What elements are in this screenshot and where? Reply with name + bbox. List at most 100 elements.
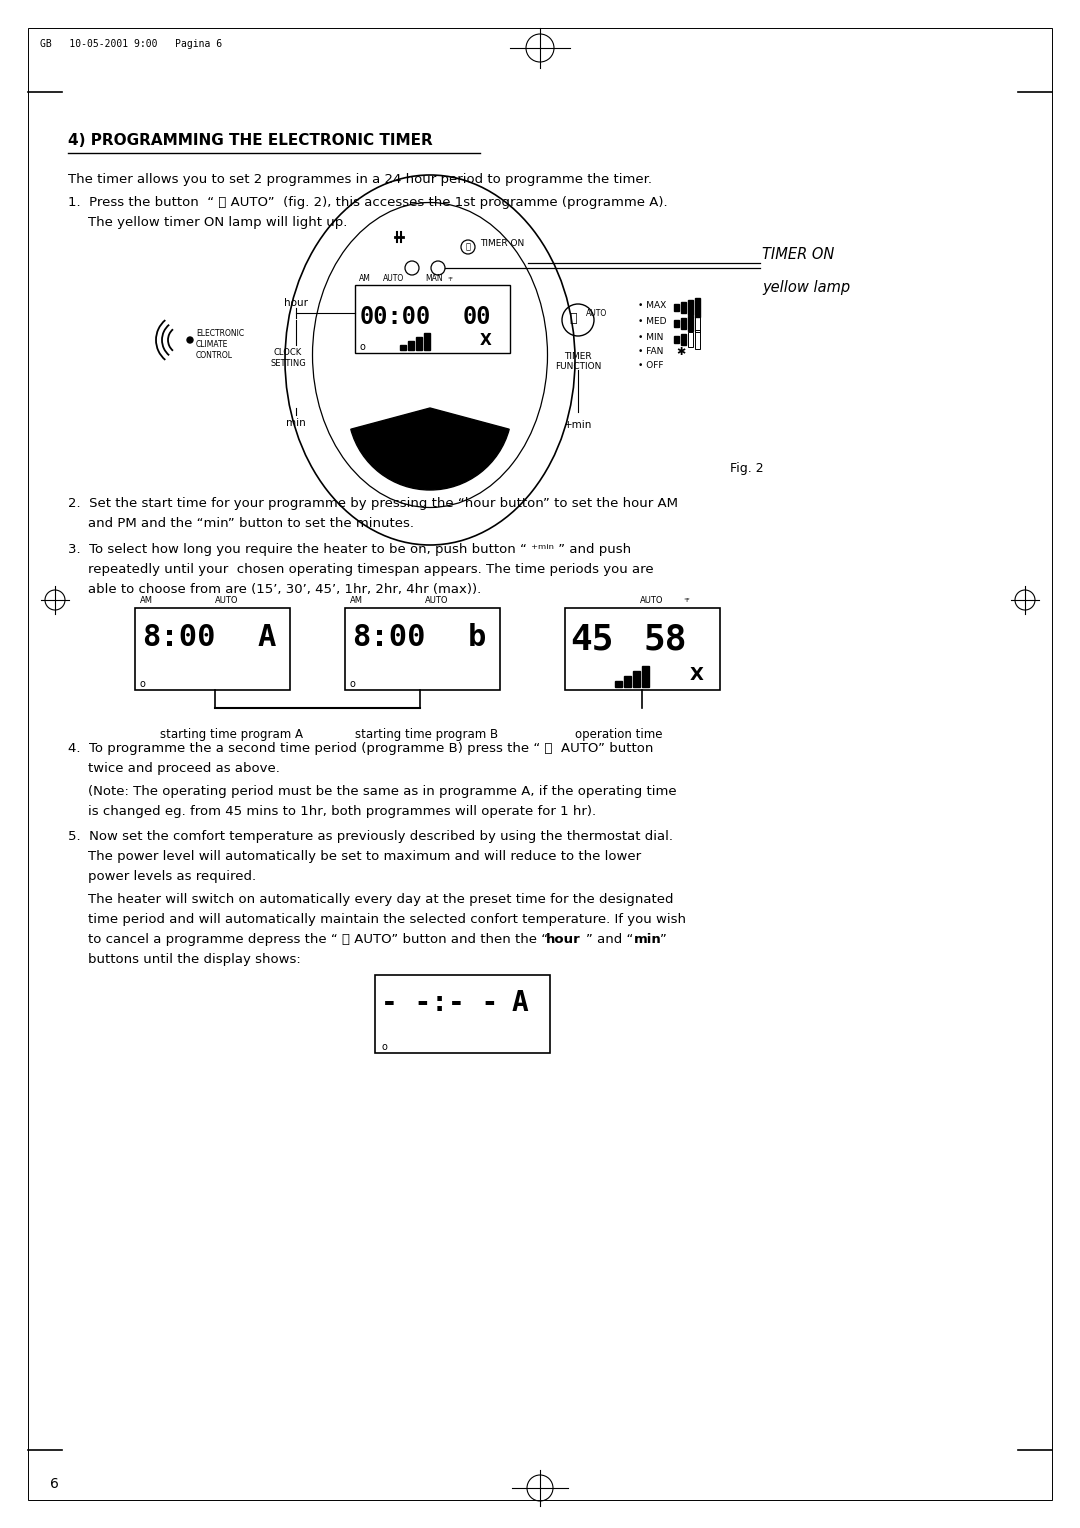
- Text: AM: AM: [140, 596, 153, 605]
- Text: 00:00: 00:00: [360, 306, 431, 329]
- Text: starting time program B: starting time program B: [355, 727, 498, 741]
- Text: ELECTRONIC: ELECTRONIC: [195, 329, 244, 338]
- Bar: [696, 298, 700, 316]
- Text: 3.  To select how long you require the heater to be on, push button “ ⁺ᵐⁱⁿ ” and: 3. To select how long you require the he…: [68, 542, 631, 556]
- Text: • MED: • MED: [638, 316, 666, 325]
- Text: operation time: operation time: [575, 727, 662, 741]
- Text: X: X: [480, 333, 491, 348]
- Text: A: A: [512, 989, 529, 1018]
- Text: b: b: [468, 623, 486, 652]
- Text: time period and will automatically maintain the selected confort temperature. If: time period and will automatically maint…: [87, 914, 686, 926]
- Text: o: o: [350, 678, 356, 689]
- Text: min: min: [634, 934, 662, 946]
- Bar: [696, 330, 700, 348]
- Text: 58: 58: [643, 623, 687, 657]
- Text: ”: ”: [660, 934, 666, 946]
- Text: TIMER ON: TIMER ON: [480, 238, 524, 248]
- Text: hour: hour: [546, 934, 581, 946]
- Text: SETTING: SETTING: [270, 359, 306, 368]
- Text: • MIN: • MIN: [638, 333, 663, 341]
- Text: repeatedly until your  chosen operating timespan appears. The time periods you a: repeatedly until your chosen operating t…: [87, 562, 653, 576]
- Bar: [624, 675, 631, 688]
- Text: CLOCK: CLOCK: [274, 348, 302, 358]
- Text: twice and proceed as above.: twice and proceed as above.: [87, 762, 280, 775]
- Text: The yellow timer ON lamp will light up.: The yellow timer ON lamp will light up.: [87, 215, 348, 229]
- Text: AM: AM: [359, 274, 370, 283]
- Text: 4) PROGRAMMING THE ELECTRONIC TIMER: 4) PROGRAMMING THE ELECTRONIC TIMER: [68, 133, 433, 148]
- Text: AUTO: AUTO: [640, 596, 663, 605]
- Text: buttons until the display shows:: buttons until the display shows:: [87, 953, 300, 966]
- Bar: [408, 341, 414, 350]
- Bar: [615, 681, 622, 688]
- Text: ✱: ✱: [676, 347, 686, 358]
- Text: AUTO: AUTO: [586, 309, 607, 318]
- Text: o: o: [381, 1042, 387, 1051]
- Text: • FAN: • FAN: [638, 347, 663, 356]
- Bar: [400, 345, 406, 350]
- Text: X: X: [690, 666, 704, 685]
- Text: 8:00: 8:00: [141, 623, 216, 652]
- Text: yellow lamp: yellow lamp: [762, 280, 850, 295]
- Text: 6: 6: [50, 1478, 59, 1491]
- Text: TIMER ON: TIMER ON: [762, 248, 835, 261]
- Text: ⏲: ⏲: [569, 312, 577, 324]
- Text: 00: 00: [463, 306, 491, 329]
- Text: 8:00: 8:00: [352, 623, 426, 652]
- Text: CLIMATE: CLIMATE: [195, 341, 228, 348]
- Bar: [674, 319, 679, 327]
- Text: CONTROL: CONTROL: [195, 351, 233, 361]
- Text: 4.  To programme the a second time period (programme B) press the “ ⏲  AUTO” but: 4. To programme the a second time period…: [68, 743, 653, 755]
- Bar: [688, 332, 693, 347]
- Text: and PM and the “min” button to set the minutes.: and PM and the “min” button to set the m…: [87, 516, 414, 530]
- Text: TIMER: TIMER: [564, 351, 592, 361]
- Text: The timer allows you to set 2 programmes in a 24 hour period to programme the ti: The timer allows you to set 2 programmes…: [68, 173, 652, 186]
- Text: ON/MODE: ON/MODE: [402, 461, 458, 472]
- Text: o: o: [140, 678, 146, 689]
- Text: 5.  Now set the comfort temperature as previously described by using the thermos: 5. Now set the comfort temperature as pr…: [68, 830, 673, 843]
- Text: able to choose from are (15’, 30’, 45’, 1hr, 2hr, 4hr (max)).: able to choose from are (15’, 30’, 45’, …: [87, 584, 482, 596]
- Text: AUTO: AUTO: [215, 596, 239, 605]
- Bar: [681, 333, 686, 344]
- Text: starting time program A: starting time program A: [160, 727, 303, 741]
- Text: is changed eg. from 45 mins to 1hr, both programmes will operate for 1 hr).: is changed eg. from 45 mins to 1hr, both…: [87, 805, 596, 817]
- Text: 1.  Press the button  “ ⏲ AUTO”  (fig. 2), this accesses the 1st programme (prog: 1. Press the button “ ⏲ AUTO” (fig. 2), …: [68, 196, 667, 209]
- Bar: [424, 333, 430, 350]
- Text: MAN: MAN: [426, 274, 443, 283]
- Text: - -:- -: - -:- -: [381, 989, 498, 1018]
- Text: AM: AM: [350, 596, 363, 605]
- Bar: [696, 313, 700, 332]
- Bar: [565, 608, 720, 691]
- Text: GB   10-05-2001 9:00   Pagina 6: GB 10-05-2001 9:00 Pagina 6: [40, 40, 222, 49]
- Text: AUTO: AUTO: [426, 596, 448, 605]
- Bar: [642, 666, 649, 688]
- Bar: [674, 336, 679, 342]
- Bar: [355, 286, 510, 353]
- Text: The power level will automatically be set to maximum and will reduce to the lowe: The power level will automatically be se…: [87, 850, 642, 863]
- Text: 2.  Set the start time for your programme by pressing the “hour button” to set t: 2. Set the start time for your programme…: [68, 497, 678, 510]
- Text: (Note: The operating period must be the same as in programme A, if the operating: (Note: The operating period must be the …: [87, 785, 677, 798]
- Text: A: A: [258, 623, 276, 652]
- Bar: [375, 975, 550, 1053]
- Bar: [688, 299, 693, 315]
- Text: min: min: [286, 419, 306, 428]
- Text: °F: °F: [447, 277, 453, 283]
- Text: power levels as required.: power levels as required.: [87, 869, 256, 883]
- Text: Fig. 2: Fig. 2: [730, 461, 764, 475]
- Bar: [416, 338, 422, 350]
- Text: o: o: [359, 342, 365, 351]
- Bar: [633, 671, 640, 688]
- Text: The heater will switch on automatically every day at the preset time for the des: The heater will switch on automatically …: [87, 892, 674, 906]
- Bar: [674, 304, 679, 310]
- Text: • OFF: • OFF: [638, 362, 663, 370]
- Text: AUTO: AUTO: [383, 274, 404, 283]
- Text: ⏲: ⏲: [465, 243, 471, 252]
- Text: hour: hour: [284, 298, 308, 309]
- Bar: [681, 318, 686, 329]
- Text: +min: +min: [564, 420, 592, 429]
- Text: FUNCTION: FUNCTION: [555, 362, 602, 371]
- Text: °F: °F: [683, 597, 690, 604]
- Bar: [135, 608, 291, 691]
- Text: ” and “: ” and “: [586, 934, 633, 946]
- Wedge shape: [351, 408, 509, 490]
- Text: • MAX: • MAX: [638, 301, 666, 310]
